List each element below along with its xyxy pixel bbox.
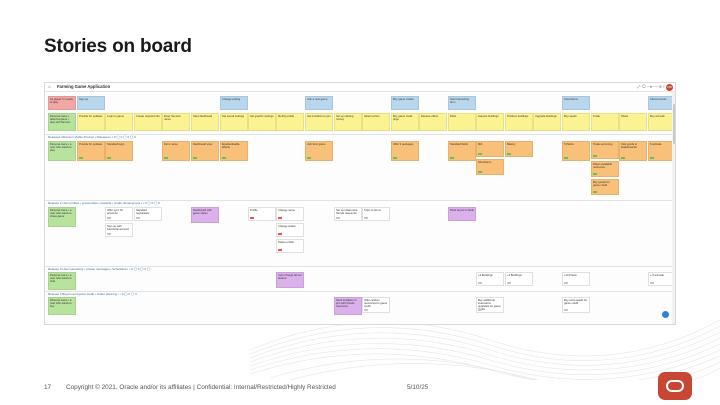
- card[interactable]: Buy additional extensions upgrades for g…: [476, 297, 504, 313]
- card[interactable]: Upgrade buildings: [533, 113, 561, 131]
- oracle-ring-icon: [666, 380, 684, 392]
- card[interactable]: Set up starting money: [334, 113, 362, 131]
- card[interactable]: Standard login: [105, 141, 133, 161]
- card[interactable]: 5 Plants: [562, 141, 590, 161]
- card[interactable]: Offer 3 packages: [391, 141, 419, 161]
- card[interactable]: Buy goods for game credit: [591, 179, 619, 195]
- page-number: 17: [44, 384, 52, 391]
- card[interactable]: Plant: [448, 113, 476, 131]
- card[interactable]: Receive offers: [419, 113, 447, 131]
- card[interactable]: Change setting: [220, 96, 248, 110]
- card[interactable]: Buy game credits: [391, 96, 419, 110]
- card[interactable]: Standard registration: [134, 207, 162, 221]
- card[interactable]: Persona name • a user who wants to chat: [48, 272, 76, 290]
- card[interactable]: 6 animals: [648, 141, 674, 161]
- card[interactable]: 5 tips to farms: [362, 207, 390, 221]
- card[interactable]: Set up initial extra friends resources: [334, 207, 362, 221]
- lane-divider: [45, 200, 675, 201]
- lane-label[interactable]: Release1 Minimum Viable Product • Releas…: [48, 135, 136, 139]
- card[interactable]: Enter the farm name: [162, 113, 190, 131]
- story-map-board[interactable]: ⌂ Farming Game Application ⤢ ⟲ ─●── ⊕ ≡ …: [44, 82, 676, 325]
- avatar[interactable]: OR: [666, 84, 673, 91]
- card[interactable]: Set sound settings: [220, 113, 248, 131]
- card[interactable]: Mill: [476, 141, 504, 157]
- card[interactable]: Interactions: [562, 96, 590, 110]
- card[interactable]: Select a farm: [362, 113, 390, 131]
- card[interactable]: Get invitation to join: [305, 113, 333, 131]
- copyright-notice: Copyright © 2021, Oracle and/or its affi…: [66, 384, 336, 391]
- lane-divider: [45, 266, 675, 267]
- card[interactable]: Standard fields: [448, 141, 476, 161]
- card[interactable]: Bakery: [505, 141, 533, 157]
- slide-title: Stories on board: [44, 36, 192, 57]
- card[interactable]: Join farm game: [305, 141, 333, 161]
- board-title: Farming Game Application: [57, 84, 111, 89]
- card[interactable]: Buy seeds: [562, 113, 590, 131]
- lane-label[interactable]: Release 2 User profiles • social share •…: [48, 201, 160, 205]
- card[interactable]: Dashboard view: [191, 141, 219, 161]
- card[interactable]: Modify profile: [276, 113, 304, 131]
- lane-label[interactable]: Release 4 Buyers and game credit • Under…: [48, 292, 137, 296]
- card[interactable]: Attend events: [648, 96, 674, 110]
- card[interactable]: Offer sync for accounts: [105, 207, 133, 221]
- board-controls[interactable]: ⤢ ⟲ ─●── ⊕ ≡: [637, 84, 665, 89]
- slide-date: 5/10/25: [407, 384, 429, 391]
- oracle-logo-icon: [658, 372, 692, 400]
- card[interactable]: Share: [619, 113, 647, 131]
- card[interactable]: Buy game credit pkgs: [391, 113, 419, 131]
- card[interactable]: Persona name • a user who wants to play: [48, 141, 76, 161]
- card[interactable]: +4 Buildings: [505, 272, 533, 286]
- card[interactable]: Create required info: [134, 113, 162, 131]
- scroll-thumb[interactable]: [672, 104, 675, 144]
- card[interactable]: Sign up with Facebook account: [105, 223, 133, 237]
- card[interactable]: Farm name: [162, 141, 190, 161]
- card[interactable]: Delete profile: [276, 239, 304, 253]
- decorative-swirl: [250, 319, 720, 380]
- card[interactable]: Enable/disable effects: [220, 141, 248, 161]
- card[interactable]: +10 Plants: [562, 272, 590, 286]
- card[interactable]: Plant layout in fields: [448, 207, 476, 221]
- card[interactable]: Change name: [276, 207, 304, 221]
- card[interactable]: Buy animals: [648, 113, 674, 131]
- card[interactable]: Buy extra seeds for game credit: [562, 297, 590, 313]
- board-toolbar: ⌂ Farming Game Application ⤢ ⟲ ─●── ⊕ ≡ …: [45, 83, 675, 92]
- vertical-scrollbar[interactable]: [672, 92, 675, 324]
- help-icon[interactable]: [662, 311, 669, 318]
- card[interactable]: Send invitation to join with friends res…: [334, 297, 362, 315]
- card[interactable]: Start dashboard: [191, 113, 219, 131]
- card[interactable]: Sign up: [77, 96, 105, 110]
- card[interactable]: +3 Buildings: [476, 272, 504, 286]
- card[interactable]: Set graphic settings: [248, 113, 276, 131]
- card[interactable]: Dashboard with game status: [191, 207, 219, 223]
- card[interactable]: Trade upcoming: [591, 141, 619, 159]
- card[interactable]: User change farmer feature: [276, 272, 304, 288]
- card[interactable]: + 5 animals: [648, 272, 674, 286]
- card[interactable]: Change avatar: [276, 223, 304, 237]
- card[interactable]: Offer random resources for game credit: [362, 297, 390, 313]
- card[interactable]: As player I'm ready to play: [48, 96, 76, 110]
- card[interactable]: Silos/barns: [476, 159, 504, 175]
- card[interactable]: Persona name • attend a game • play with…: [48, 113, 76, 131]
- card[interactable]: Start harvesting farm: [448, 96, 476, 110]
- card[interactable]: Produce buildings: [505, 113, 533, 131]
- card[interactable]: Harvest buildings: [476, 113, 504, 131]
- card[interactable]: Provide for updates: [77, 141, 105, 161]
- card[interactable]: Login to game: [105, 113, 133, 131]
- card[interactable]: Profile: [248, 207, 276, 221]
- card[interactable]: Join a new game: [305, 96, 333, 110]
- card[interactable]: Persona name • a user who wants to buy: [48, 297, 76, 315]
- card[interactable]: Trade: [591, 113, 619, 131]
- card[interactable]: Persona name • a user who wants to share…: [48, 207, 76, 227]
- lane-divider: [45, 291, 675, 292]
- lane-label[interactable]: Release 3 User interacting • private mes…: [48, 267, 151, 271]
- card[interactable]: Player available resources: [591, 161, 619, 177]
- card[interactable]: Provide for updates: [77, 113, 105, 131]
- house-icon[interactable]: ⌂: [48, 84, 52, 90]
- lane-divider: [45, 134, 675, 135]
- card[interactable]: Visit goods to leaderboards: [619, 141, 647, 161]
